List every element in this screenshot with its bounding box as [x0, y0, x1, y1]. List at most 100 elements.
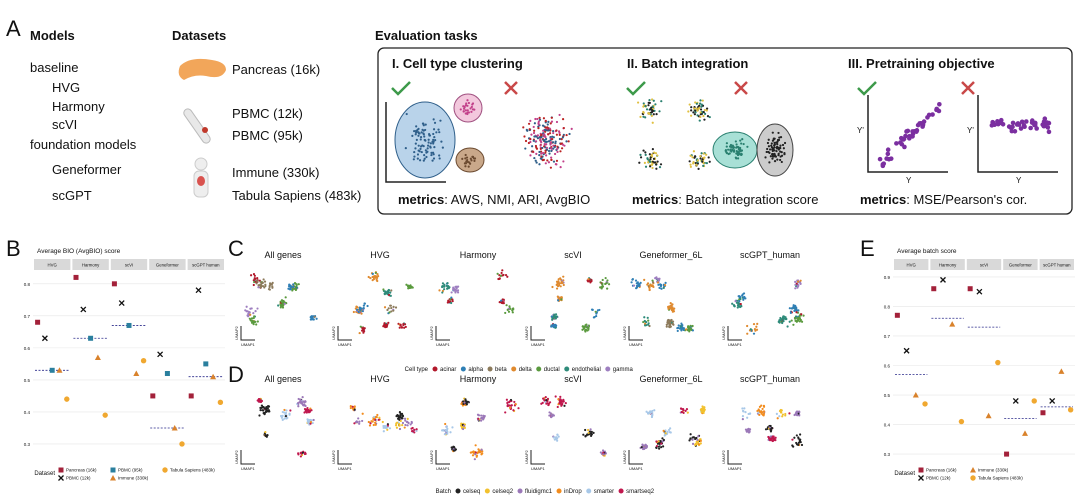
legend-label: inDrop [564, 489, 582, 495]
illustration-dot [548, 152, 551, 155]
illustration-dot [692, 161, 695, 164]
illustration-dot [639, 153, 642, 156]
umap-dot [248, 310, 251, 314]
legend-swatch [484, 488, 490, 494]
illustration-dot [772, 155, 775, 158]
illustration-dot [565, 133, 568, 137]
umap-dot [374, 423, 377, 426]
umap-dot [372, 423, 375, 427]
umap-dot [400, 326, 404, 329]
metrics-text: metrics: MSE/Pearson's cor. [860, 192, 1027, 207]
umap-dot [450, 296, 453, 299]
umap-dot [358, 422, 361, 425]
umap-dot [547, 403, 550, 407]
illustration-dot [699, 113, 702, 116]
umap-dot [642, 320, 645, 324]
umap-dot [779, 319, 783, 322]
illustration-dot [541, 159, 544, 162]
umap-dot [513, 400, 516, 404]
illustration-dot [429, 145, 432, 148]
umap-dot [647, 322, 650, 325]
umap-dot [556, 285, 560, 288]
umap-axis-label: UMAP2 [524, 325, 529, 340]
umap-dot [245, 305, 248, 308]
umap-dot [662, 438, 666, 442]
umap-dot [733, 305, 736, 308]
umap-dot [261, 409, 264, 412]
illustration-dot [1021, 123, 1027, 128]
panel-label: C [228, 236, 244, 261]
umap-dot [748, 430, 751, 433]
umap-dot [631, 278, 634, 281]
umap-dot [551, 285, 554, 289]
illustration-dot [414, 147, 417, 150]
umap-dot [407, 284, 410, 287]
illustration-dot [654, 161, 657, 164]
umap-dot [762, 405, 766, 408]
legend-label: gamma [613, 367, 634, 373]
legend-swatch [970, 467, 976, 473]
illustration-dot [653, 151, 656, 154]
umap-dot [746, 416, 749, 419]
umap-dot [375, 275, 378, 278]
umap-dot [301, 396, 304, 399]
check-icon [857, 81, 877, 96]
facet-label: HVG [907, 263, 917, 268]
point [1040, 410, 1046, 416]
umap-dot [309, 407, 312, 410]
umap-dot [405, 283, 408, 286]
illustration-dot [438, 154, 441, 157]
umap-dot [582, 327, 585, 330]
umap-dot [761, 413, 764, 416]
illustration-dot [556, 147, 559, 150]
umap-dot [657, 279, 661, 282]
umap-dot [252, 312, 255, 315]
illustration-dot [773, 153, 776, 156]
illustration-dot [648, 112, 651, 115]
pancreas-icon [178, 58, 226, 80]
umap-dot [313, 315, 316, 318]
illustration-dot [466, 99, 469, 102]
illustration-dot [540, 155, 543, 158]
umap-axes [435, 326, 450, 341]
umap-dot [703, 406, 706, 409]
umap-dot [742, 298, 745, 301]
umap-dot [800, 443, 804, 447]
umap-dot [357, 310, 360, 314]
dataset-item: PBMC (12k) [232, 106, 303, 121]
umap-dot [456, 285, 460, 288]
illustration-dot [735, 143, 738, 146]
illustration-dot [734, 156, 737, 159]
umap-dot [656, 442, 660, 445]
illustration-dot [548, 132, 552, 135]
umap-dot [389, 304, 392, 307]
illustration-dot [558, 113, 561, 117]
umap-dot [438, 289, 441, 292]
umap-dot [253, 274, 256, 277]
illustration-dot [414, 129, 418, 133]
axes-icon [977, 95, 1058, 173]
umap-dot [264, 430, 267, 434]
check-icon [391, 81, 411, 96]
umap-axis-label: UMAP1 [531, 466, 546, 471]
umap-dot [647, 412, 650, 415]
umap-dot [279, 306, 282, 309]
umap-dot [401, 416, 404, 420]
illustration-dot [420, 131, 423, 134]
illustration-dot [771, 147, 775, 150]
illustration-dot [555, 120, 559, 124]
umap-dot [581, 325, 584, 328]
illustration-dot [530, 133, 533, 136]
illustration-dot [561, 136, 564, 139]
point [1012, 397, 1019, 404]
umap-dot [549, 413, 552, 416]
umap-dot [315, 317, 318, 320]
illustration-dot [547, 161, 551, 164]
umap-dot [702, 411, 705, 415]
cross-icon [734, 81, 748, 95]
umap-title: Geneformer_6L [639, 250, 702, 260]
umap-dot [279, 303, 282, 306]
umap-dot [796, 285, 799, 288]
umap-dot [263, 286, 266, 289]
